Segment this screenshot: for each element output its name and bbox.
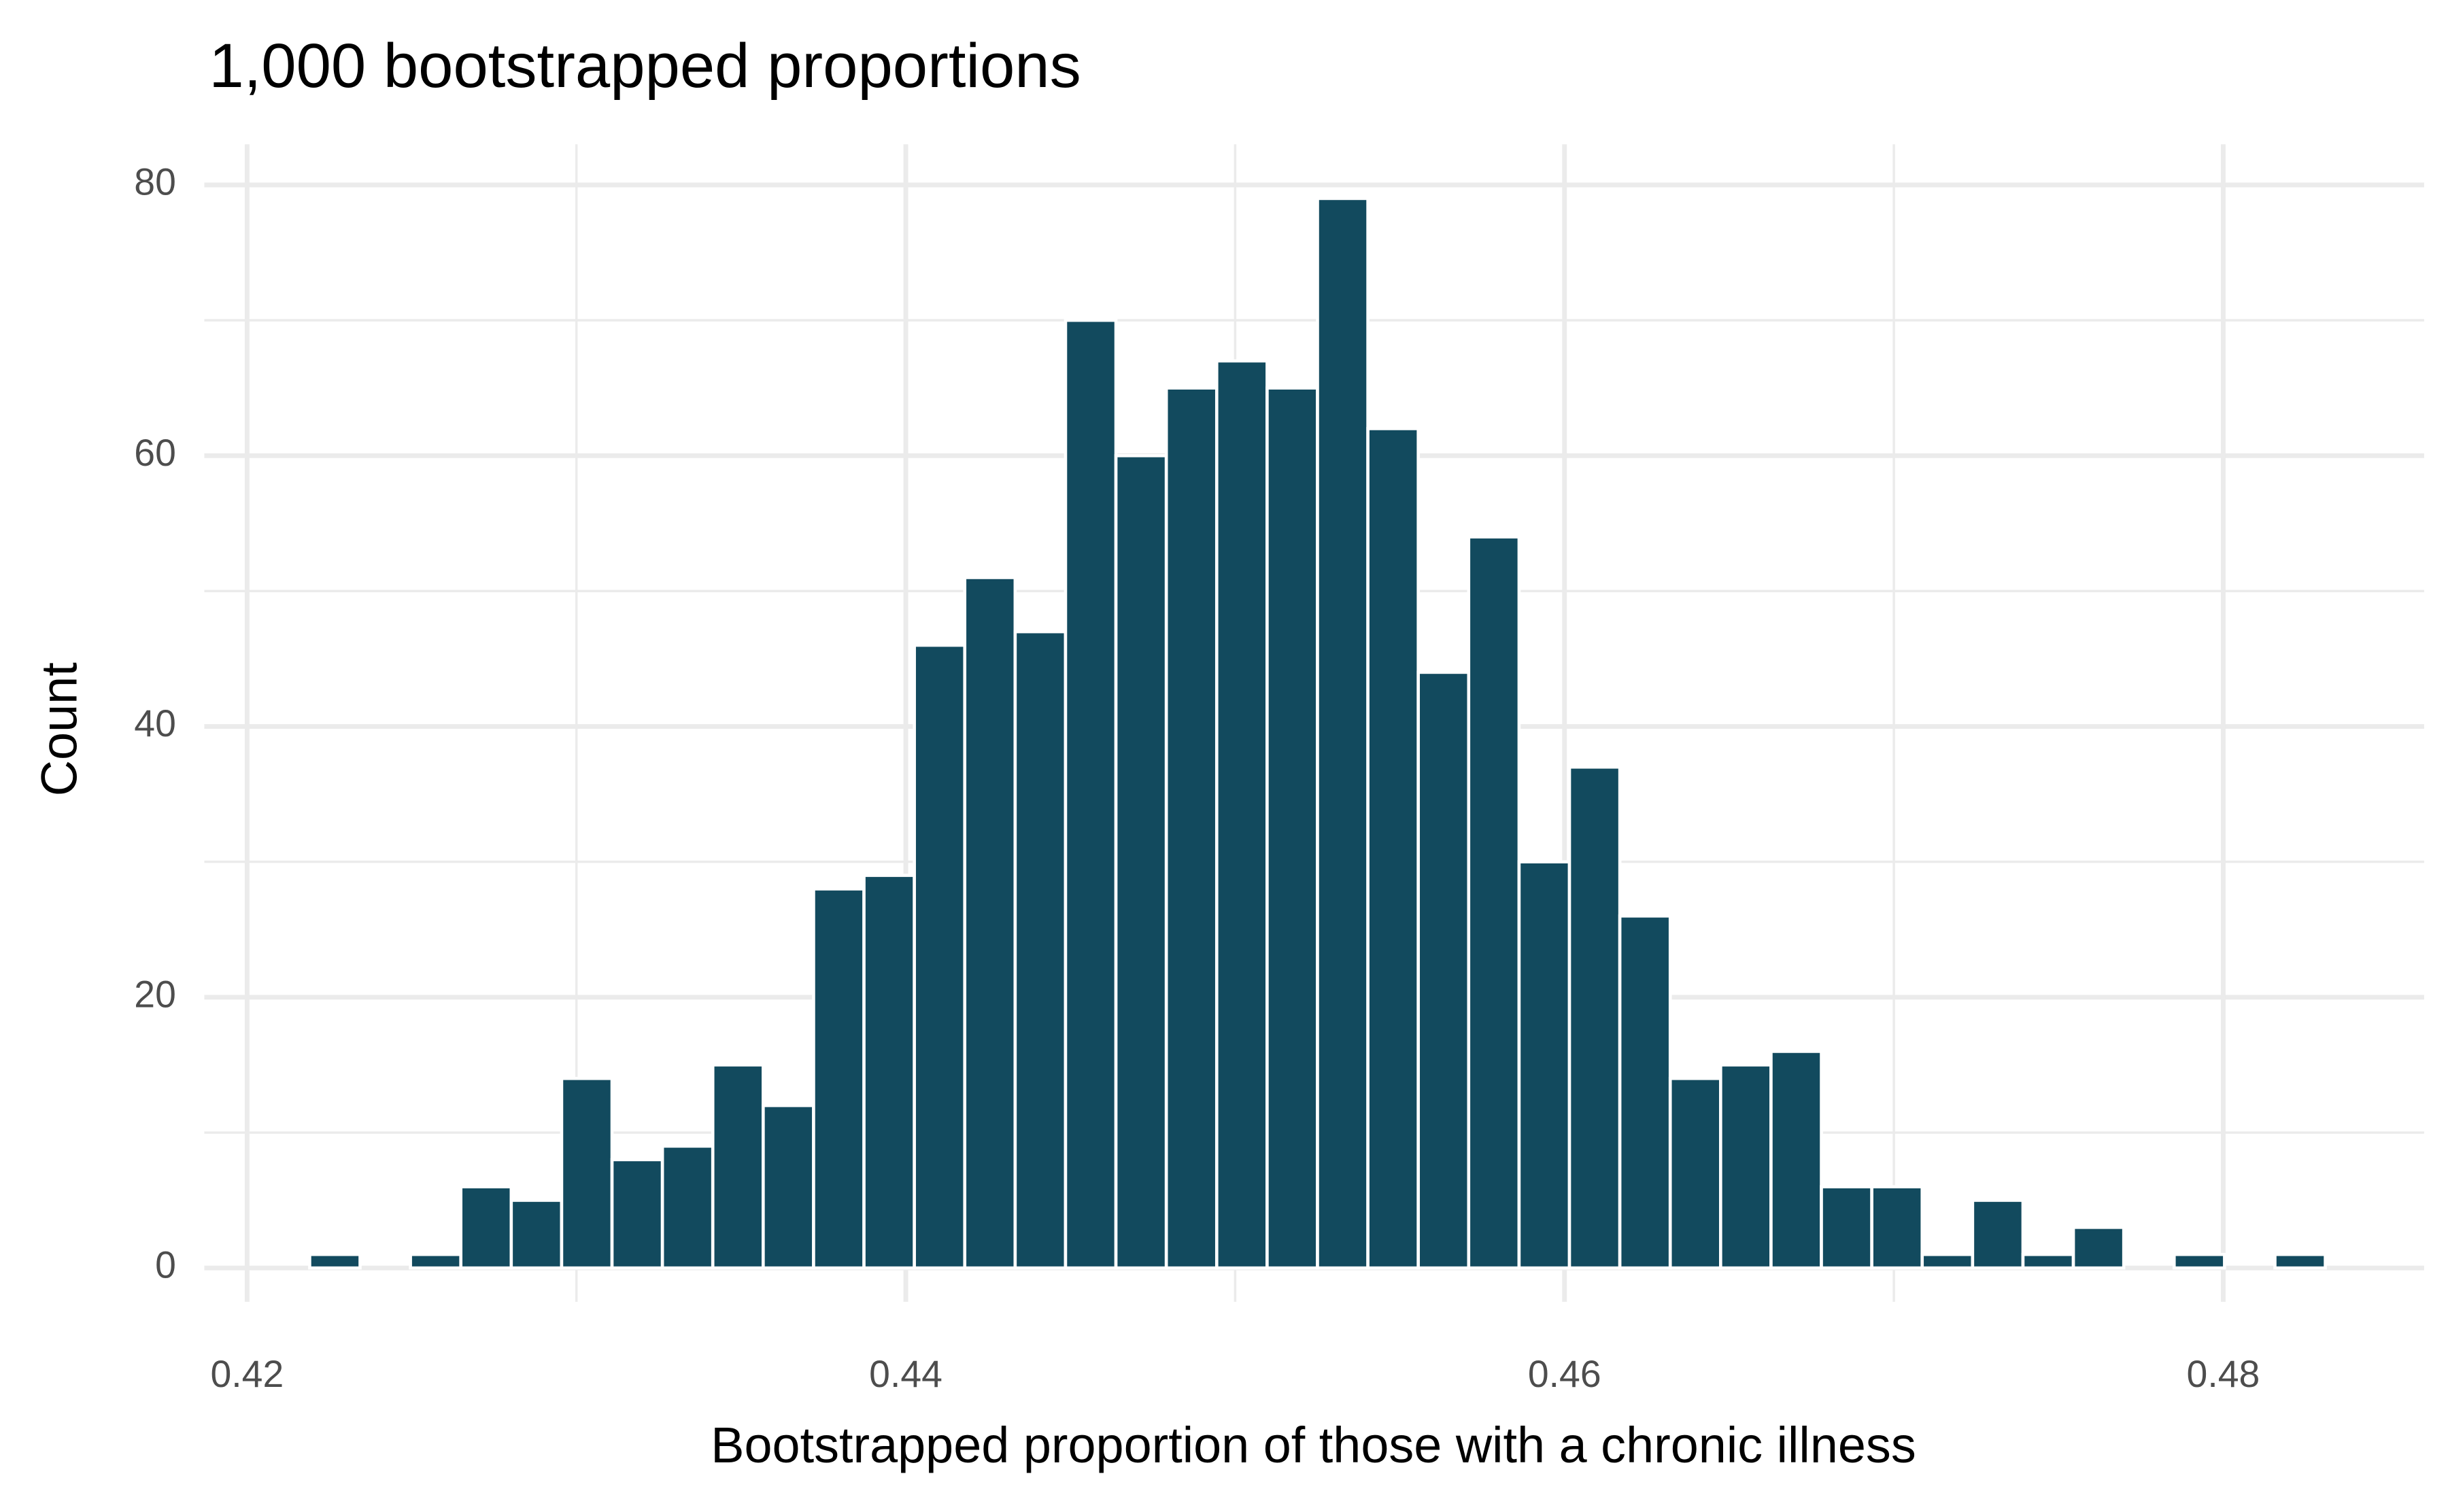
bar: [762, 1103, 815, 1270]
bar: [913, 643, 967, 1270]
y-tick-label: 40: [134, 702, 176, 744]
bar: [2071, 1226, 2126, 1270]
bar: [2273, 1252, 2327, 1270]
bar: [1769, 1050, 1823, 1270]
bar: [1366, 427, 1421, 1270]
x-tick-label: 0.42: [211, 1353, 284, 1395]
y-tick-label: 80: [134, 161, 176, 203]
bar: [1820, 1185, 1873, 1270]
x-tick-label: 0.46: [1528, 1353, 1601, 1395]
bar: [2172, 1252, 2226, 1270]
bar: [1013, 630, 1068, 1270]
bar: [963, 576, 1017, 1270]
y-axis-label: Count: [31, 662, 87, 796]
bar: [1416, 670, 1471, 1270]
bar: [1064, 318, 1118, 1270]
bar: [862, 874, 916, 1270]
bar: [1164, 386, 1219, 1270]
bar: [1467, 535, 1521, 1270]
bar: [2021, 1252, 2075, 1270]
bar: [1316, 196, 1370, 1270]
y-tick-label: 20: [134, 973, 176, 1015]
bar: [1265, 386, 1319, 1270]
bar: [711, 1063, 765, 1270]
bar: [812, 887, 866, 1270]
bar: [308, 1252, 362, 1270]
bar: [1114, 453, 1168, 1270]
bar: [509, 1199, 564, 1270]
bar: [1719, 1063, 1773, 1270]
x-tick-label: 0.44: [869, 1353, 942, 1395]
x-tick-label: 0.48: [2187, 1353, 2260, 1395]
bar: [1214, 359, 1269, 1270]
bar: [660, 1144, 715, 1270]
bar: [560, 1076, 614, 1270]
x-axis-label: Bootstrapped proportion of those with a …: [711, 1417, 1916, 1473]
bar: [1920, 1252, 1975, 1270]
bar: [1618, 914, 1672, 1270]
bar: [1517, 860, 1571, 1270]
bar: [1870, 1185, 1924, 1270]
y-tick-label: 0: [155, 1244, 176, 1286]
y-tick-label: 60: [134, 432, 176, 474]
bar: [409, 1252, 463, 1270]
bar: [1567, 765, 1622, 1270]
bar: [459, 1185, 513, 1270]
chart-title: 1,000 bootstrapped proportions: [209, 30, 1081, 101]
bar: [1668, 1076, 1722, 1270]
bar: [610, 1158, 664, 1270]
bars: [308, 196, 2327, 1270]
bar: [1971, 1199, 2025, 1270]
